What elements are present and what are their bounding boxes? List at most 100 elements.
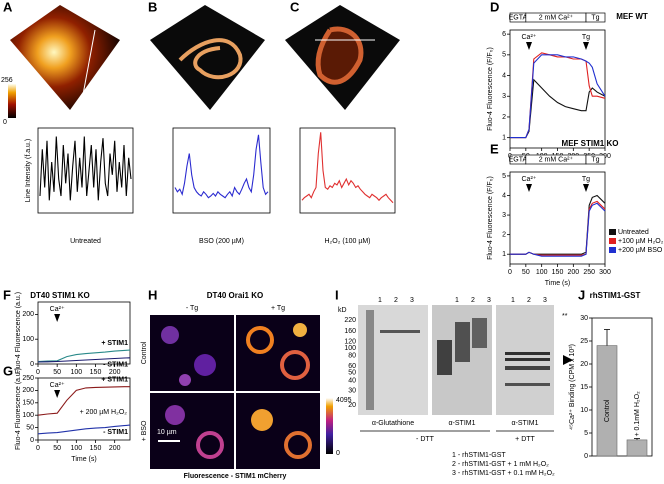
y-tick-label: 25 xyxy=(580,338,588,345)
panel-label: B xyxy=(148,0,157,14)
lane-label: 3 xyxy=(543,297,547,304)
x-axis-label: Time (s) xyxy=(71,456,96,463)
row-label: + BSO xyxy=(141,420,148,441)
image-h xyxy=(150,315,333,469)
panel-label: E xyxy=(490,141,499,156)
legend-line: 3 - rhSTIM1-GST + 0.1 mM H₂O₂ xyxy=(452,470,555,477)
column-label: - Tg xyxy=(186,305,198,312)
category-label: + 0.1mM H₂O₂ xyxy=(634,391,641,437)
column-label: + Tg xyxy=(271,305,285,312)
arrow xyxy=(54,390,61,398)
image-c xyxy=(285,5,400,110)
category-label: Control xyxy=(604,399,611,422)
panel-title: DT40 Orai1 KO xyxy=(207,291,263,300)
ladder-label: 20 xyxy=(348,402,356,409)
plot-frame xyxy=(509,29,606,149)
lane-label: 3 xyxy=(410,297,414,304)
x-tick-label: 150 xyxy=(90,369,102,376)
arrow-label: Ca²⁺ xyxy=(50,382,65,389)
y-tick-label: 200 xyxy=(22,311,34,318)
unit-label: kD xyxy=(338,307,347,314)
lane-label: 2 xyxy=(471,297,475,304)
data-line xyxy=(39,136,132,201)
plot-frame xyxy=(299,127,396,214)
lane-label: 2 xyxy=(394,297,398,304)
ladder-label: 160 xyxy=(344,328,356,335)
ladder-label: 100 xyxy=(344,345,356,352)
lane-label: 1 xyxy=(455,297,459,304)
x-tick-label: 150 xyxy=(90,445,102,452)
data-line xyxy=(37,386,130,416)
y-tick-label: 5 xyxy=(502,173,506,180)
x-tick-label: 200 xyxy=(567,269,579,276)
data-line xyxy=(37,349,131,363)
lane-label: 2 xyxy=(527,297,531,304)
y-axis-label: Fluo-4 Fluorescence (a.u.) xyxy=(15,292,22,374)
ladder-label: 80 xyxy=(348,353,356,360)
protocol-label: 2 mM Ca²⁺ xyxy=(539,156,574,163)
scale-bar-label: 15 µm xyxy=(107,60,117,81)
x-tick-label: 100 xyxy=(70,369,82,376)
panel-label: A xyxy=(3,0,13,14)
y-tick-label: 5 xyxy=(584,430,588,437)
lane-label: 1 xyxy=(378,297,382,304)
gel-i xyxy=(358,305,573,415)
y-tick-label: 100 xyxy=(22,412,34,419)
series-label: - STIM1 xyxy=(103,429,128,436)
x-tick-label: 50 xyxy=(53,369,61,376)
bar xyxy=(626,439,648,457)
panel-label: J xyxy=(578,287,585,302)
legend-label: +200 µM BSO xyxy=(618,247,663,254)
legend-label: Untreated xyxy=(618,229,649,236)
x-axis-label: H₂O₂ (100 µM) xyxy=(324,238,370,245)
x-tick-label: 50 xyxy=(53,445,61,452)
y-tick-label: 20 xyxy=(580,361,588,368)
arrow xyxy=(526,184,532,192)
colorbar-min: 0 xyxy=(336,450,340,457)
protocol-label: 2 mM Ca²⁺ xyxy=(539,14,574,21)
ladder-label: 220 xyxy=(344,317,356,324)
marker: ** xyxy=(562,313,568,320)
data-line xyxy=(510,194,606,255)
caption: Fluorescence - STIM1 mCherry xyxy=(184,473,287,480)
y-axis-label: Line Intensity (f.a.u.) xyxy=(25,139,32,202)
y-axis-label: Fluo-4 Fluorescence (F/F₀) xyxy=(487,176,494,260)
plot-frame xyxy=(37,127,134,214)
legend-swatch xyxy=(609,229,616,235)
x-axis-label: BSO (200 µM) xyxy=(199,238,244,245)
x-tick-label: 100 xyxy=(70,445,82,452)
x-axis-label: Untreated xyxy=(70,238,101,245)
arrow-label: Ca²⁺ xyxy=(50,306,65,313)
series-label: + STIM1 xyxy=(101,377,128,384)
panel-label: H xyxy=(148,287,157,302)
data-line xyxy=(301,132,394,204)
y-tick-label: 0 xyxy=(30,361,34,368)
panel-label: F xyxy=(3,287,11,302)
x-tick-label: 300 xyxy=(599,269,611,276)
y-tick-label: 2 xyxy=(502,114,506,121)
y-tick-label: 4 xyxy=(502,192,506,199)
data-line xyxy=(510,202,606,257)
x-tick-label: 200 xyxy=(109,369,121,376)
panel-label: I xyxy=(335,287,339,302)
data-line xyxy=(510,78,606,139)
legend-line: 1 - rhSTIM1-GST xyxy=(452,452,506,459)
ladder-label: 60 xyxy=(348,363,356,370)
blot-label: α-STIM1 xyxy=(512,420,539,427)
y-tick-label: 1 xyxy=(502,251,506,258)
arrow xyxy=(54,314,61,322)
x-tick-label: 150 xyxy=(552,269,564,276)
x-axis-label: Time (s) xyxy=(545,280,570,287)
series-label: - STIM1 xyxy=(103,362,128,369)
chart-title: DT40 STIM1 KO xyxy=(30,291,90,300)
ladder-label: 50 xyxy=(348,369,356,376)
y-axis-label: Fluo-4 Fluorescence (F/F₀) xyxy=(487,47,494,131)
legend-swatch xyxy=(609,247,616,253)
y-tick-label: 0 xyxy=(30,437,34,444)
x-tick-label: 250 xyxy=(583,269,595,276)
plot-frame xyxy=(37,377,131,441)
legend-swatch xyxy=(609,238,616,244)
x-tick-label: 0 xyxy=(508,269,512,276)
y-tick-label: 3 xyxy=(502,93,506,100)
x-tick-label: 50 xyxy=(522,269,530,276)
